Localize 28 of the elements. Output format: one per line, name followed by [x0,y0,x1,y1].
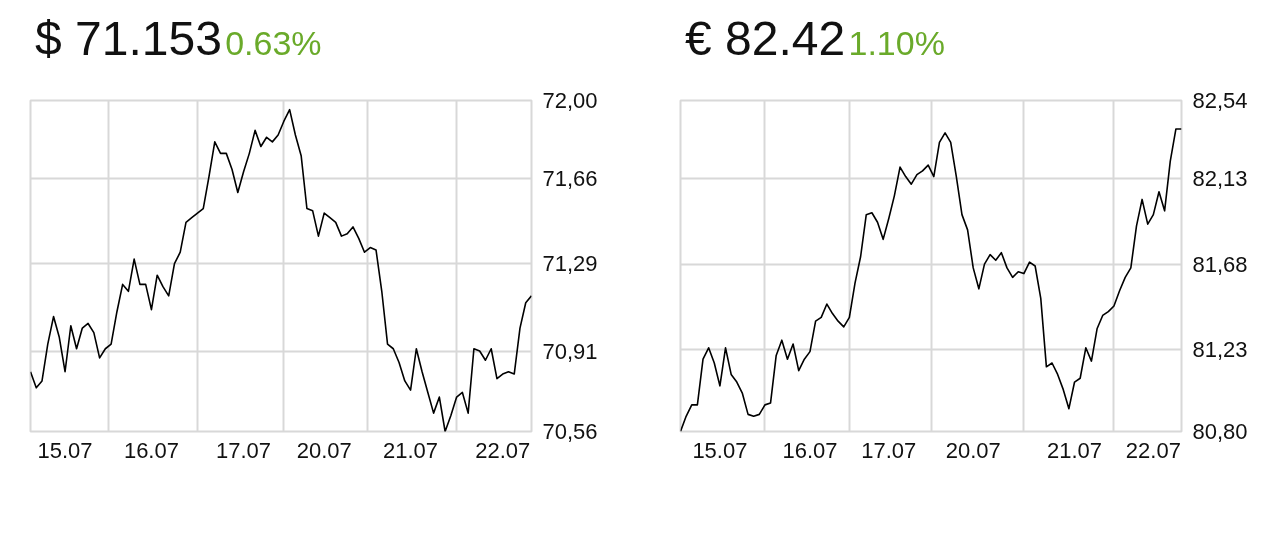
y-tick-label: 82,54 [1192,88,1248,113]
line-series [680,128,1182,432]
chart-title: € 82.42 [685,12,846,65]
x-tick-label: 16.07 [782,437,838,463]
y-tick-label: 72,00 [542,88,598,113]
chart-subtitle: 1.10% [848,24,945,62]
x-tick-label: 15.07 [692,437,748,463]
line-series [30,108,532,432]
y-tick-label: 71,66 [542,166,598,192]
y-tick-label: 70,91 [542,338,598,364]
x-tick-label: 17.07 [861,437,917,463]
y-tick-label: 71,29 [542,251,598,277]
x-tick-label: 16.07 [123,437,179,463]
y-tick-label: 81,68 [1192,251,1248,277]
x-tick-label: 21.07 [1047,437,1103,463]
y-tick-label: 70,56 [542,419,598,444]
chart-title: $ 71.153 [35,12,222,65]
x-tick-label: 21.07 [383,437,439,463]
x-tick-label: 20.07 [945,437,1001,463]
x-tick-label: 20.07 [296,437,352,463]
y-tick-label: 81,23 [1192,337,1248,363]
y-tick-label: 80,80 [1192,419,1248,444]
x-tick-label: 15.07 [37,437,93,463]
x-tick-label: 22.07 [1125,437,1181,463]
x-tick-label: 17.07 [216,437,272,463]
y-tick-label: 82,13 [1192,165,1248,191]
chart-subtitle: 0.63% [225,24,322,62]
x-tick-label: 22.07 [475,437,531,463]
